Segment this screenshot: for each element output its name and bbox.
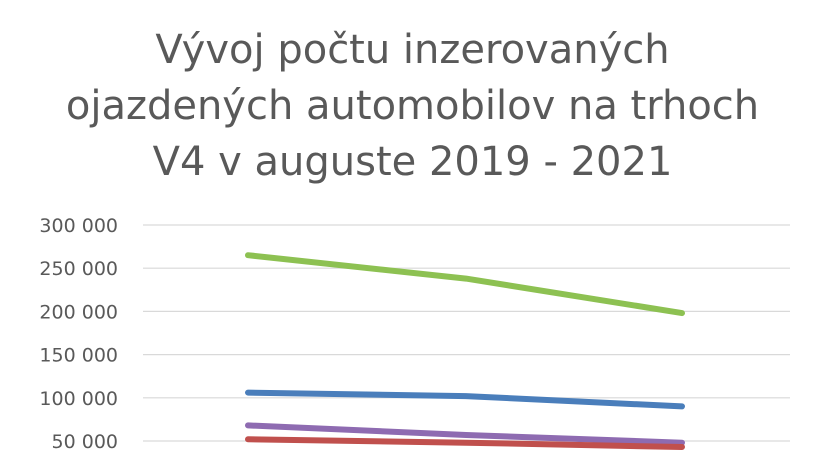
series-lines: [245, 252, 685, 450]
y-tick-label: 150 000: [39, 345, 118, 367]
chart-title-line-2: ojazdených automobilov na trhoch: [65, 83, 760, 129]
y-tick-label: 100 000: [39, 388, 118, 410]
series-line-3: [245, 436, 685, 450]
chart-title: Vývoj počtu inzerovaných ojazdených auto…: [0, 22, 825, 190]
y-axis-tick-labels: 50 000 100 000 150 000 200 000 250 000 300 00…: [39, 215, 118, 453]
series-line-0: [245, 252, 685, 317]
chart-title-line-1: Vývoj počtu inzerovaných: [155, 27, 670, 73]
series-line-1: [245, 389, 685, 410]
gridlines: [143, 224, 790, 442]
y-tick-label: 200 000: [39, 301, 118, 323]
chart-title-line-3: V4 v auguste 2019 - 2021: [152, 139, 673, 185]
y-tick-label: 300 000: [39, 215, 118, 237]
y-tick-label: 250 000: [39, 258, 118, 280]
y-tick-label: 50 000: [52, 431, 118, 453]
series-line-2: [245, 422, 685, 446]
